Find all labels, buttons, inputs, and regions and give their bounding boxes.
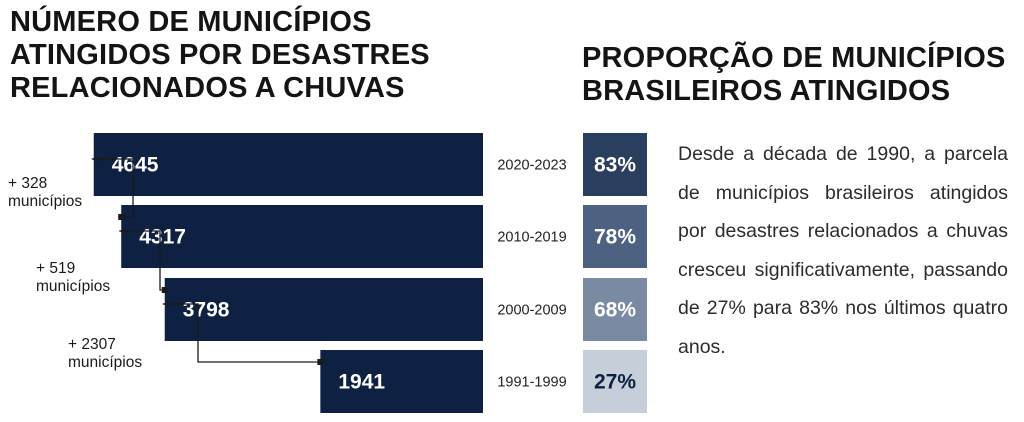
bar-value-label: 4317 <box>139 226 186 249</box>
connector-line <box>91 156 134 218</box>
period-label: 2020-2023 <box>497 158 566 174</box>
connector-start-marker <box>317 359 324 365</box>
bar-2010-2019 <box>121 205 483 268</box>
difference-unit-label: municípios <box>36 278 110 295</box>
connector-start-marker <box>161 287 168 293</box>
difference-unit-label: municípios <box>8 193 82 210</box>
proportion-label: 27% <box>594 371 636 394</box>
bar-value-label: 4645 <box>112 154 159 177</box>
period-label: 1991-1999 <box>497 375 566 391</box>
bar-value-label: 1941 <box>338 371 385 394</box>
difference-unit-label: municípios <box>68 354 142 371</box>
proportion-box <box>583 133 647 196</box>
proportion-box <box>583 278 647 341</box>
left-title: NÚMERO DE MUNICÍPIOS ATINGIDOS POR DESAS… <box>10 6 430 104</box>
difference-label: + 2307 <box>68 336 116 353</box>
connector-line <box>162 301 318 363</box>
difference-label: + 328 <box>8 175 47 192</box>
proportion-label: 83% <box>594 154 636 177</box>
proportion-label: 68% <box>594 299 636 322</box>
bar-2020-2023 <box>93 133 484 196</box>
bar-1991-1999 <box>320 350 483 413</box>
proportion-label: 78% <box>594 226 636 249</box>
period-label: 2000-2009 <box>497 303 566 319</box>
bar-value-label: 3798 <box>183 299 230 322</box>
description-paragraph: Desde a década de 1990, a parcela de mun… <box>678 143 1008 358</box>
proportion-box <box>583 350 647 413</box>
proportion-box <box>583 205 647 268</box>
period-label: 2010-2019 <box>497 230 566 246</box>
bar-2000-2009 <box>164 278 483 341</box>
connector-line <box>119 228 162 291</box>
difference-label: + 519 <box>36 260 75 277</box>
right-title: PROPORÇÃO DE MUNICÍPIOS BRASILEIROS ATIN… <box>582 42 1006 107</box>
